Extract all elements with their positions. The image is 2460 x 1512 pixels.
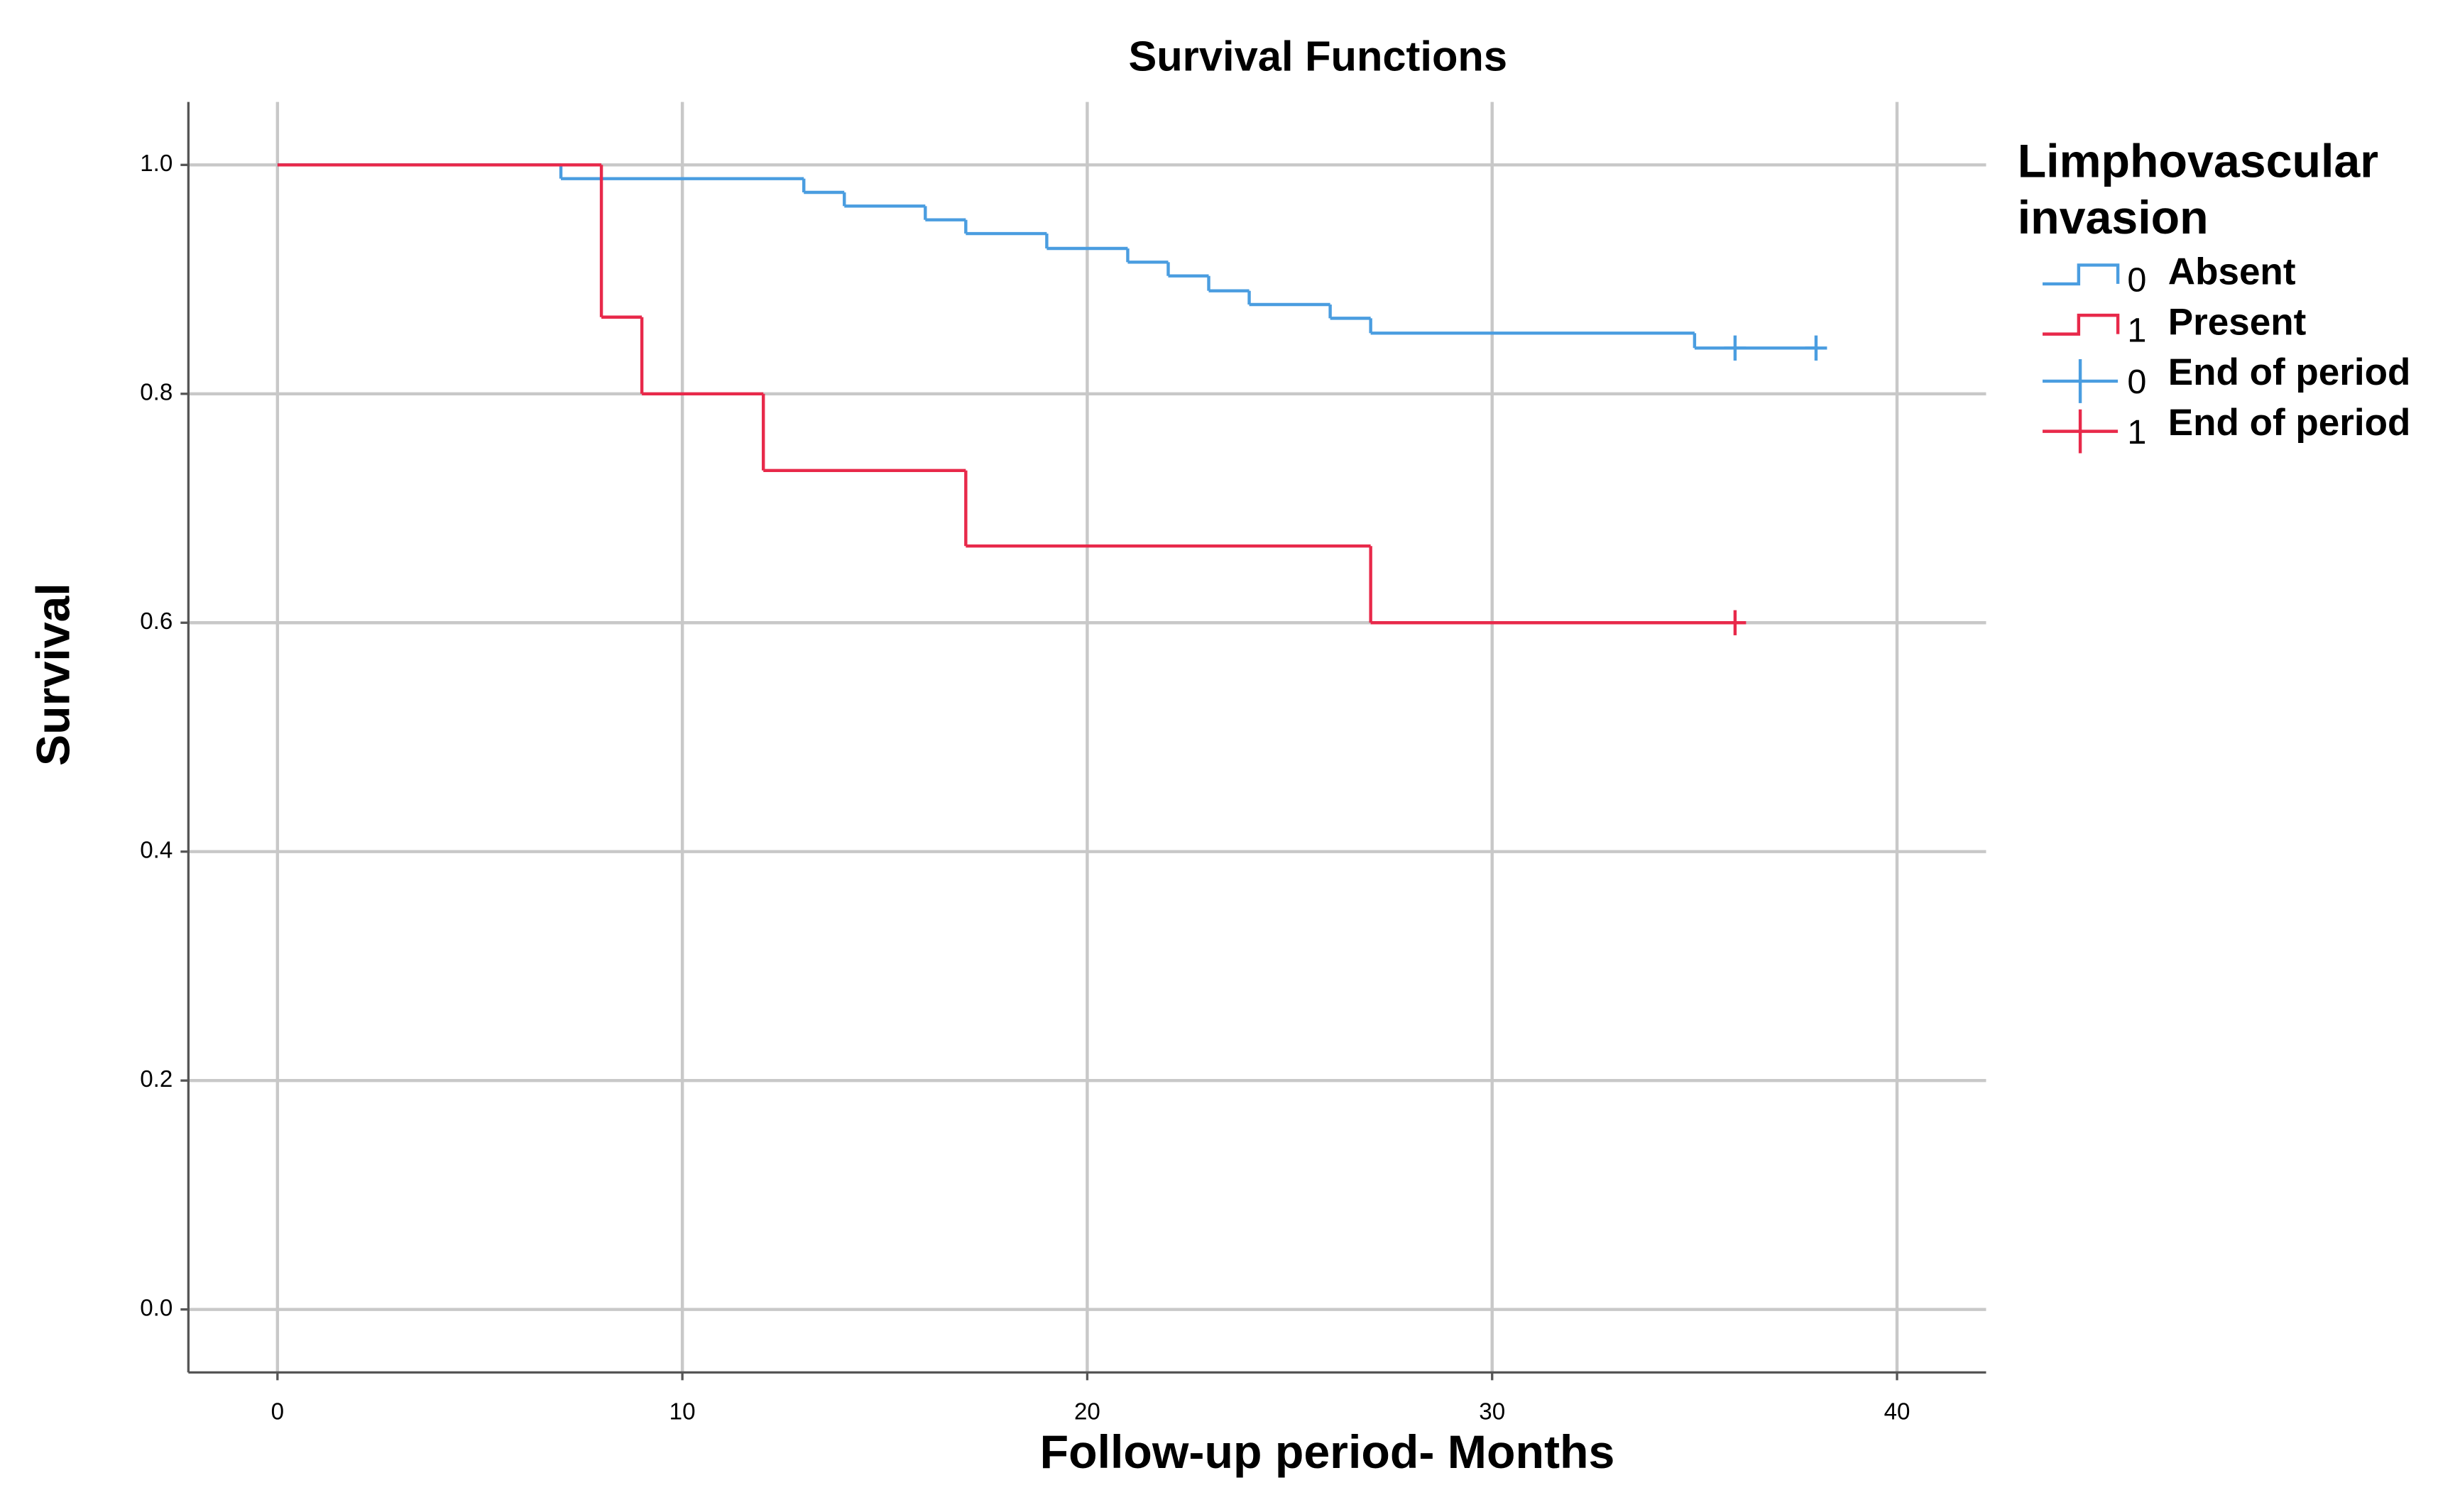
y-tick-label: 0.6: [140, 608, 173, 635]
y-axis-label: Survival: [27, 583, 80, 766]
x-axis-label: Follow-up period- Months: [1040, 1426, 1615, 1479]
y-tick-label: 0.4: [140, 837, 173, 863]
x-tick-label: 30: [1479, 1399, 1505, 1425]
legend-code: 0: [2127, 363, 2146, 401]
y-tick-label: 0.2: [140, 1066, 173, 1092]
x-tick-label: 10: [669, 1399, 696, 1425]
legend-label: Present: [2168, 301, 2307, 343]
y-tick-label: 0.8: [140, 380, 173, 406]
legend-label: Absent: [2168, 251, 2296, 293]
x-tick-label: 0: [271, 1399, 284, 1425]
y-tick-label: 0.0: [140, 1295, 173, 1321]
y-tick-label: 1.0: [140, 150, 173, 177]
legend-code: 1: [2127, 311, 2146, 349]
legend: Limphovascular invasion 0 Absent 1 Present 0…: [2017, 136, 2411, 454]
censor-mark: [1724, 610, 1746, 635]
censor-mark: [1724, 335, 1746, 361]
legend-code: 1: [2127, 413, 2146, 451]
legend-swatch: [2043, 263, 2120, 286]
legend-title: Limphovascular invasion: [2017, 136, 2379, 245]
censor-mark: [1805, 335, 1827, 361]
legend-swatch: [2043, 313, 2120, 336]
legend-label: End of period: [2168, 402, 2411, 444]
plot-area: 0 10 20 30 40 0.0 0.2 0.4 0.6 0.8 1.0: [140, 102, 1986, 1425]
legend-code: 0: [2127, 261, 2146, 300]
x-tick-label: 40: [1884, 1399, 1910, 1425]
chart-title: Survival Functions: [1128, 33, 1507, 80]
legend-label: End of period: [2168, 351, 2411, 393]
legend-title-box: Limphovascular invasion: [2017, 136, 2379, 245]
x-tick-label: 20: [1074, 1399, 1100, 1425]
